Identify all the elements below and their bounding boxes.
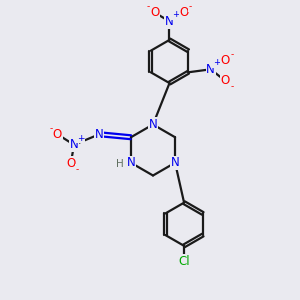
Text: -: - [230,50,233,59]
Text: N: N [165,15,174,28]
Text: O: O [151,6,160,20]
Text: N: N [95,128,104,141]
Text: O: O [66,157,76,170]
Text: -: - [76,165,79,174]
Text: N: N [148,118,158,131]
Text: Cl: Cl [178,255,190,268]
Text: O: O [220,74,230,87]
Text: +: + [172,10,179,19]
Text: -: - [189,2,192,11]
Text: -: - [147,2,150,11]
Text: -: - [230,82,233,91]
Text: N: N [70,138,78,151]
Text: N: N [206,63,215,76]
Text: -: - [49,124,52,133]
Text: N: N [171,156,179,169]
Text: O: O [220,54,230,68]
Text: +: + [77,134,84,143]
Text: O: O [53,128,62,141]
Text: N: N [127,156,135,169]
Text: +: + [213,58,220,67]
Text: H: H [116,159,123,169]
Text: O: O [179,6,188,20]
